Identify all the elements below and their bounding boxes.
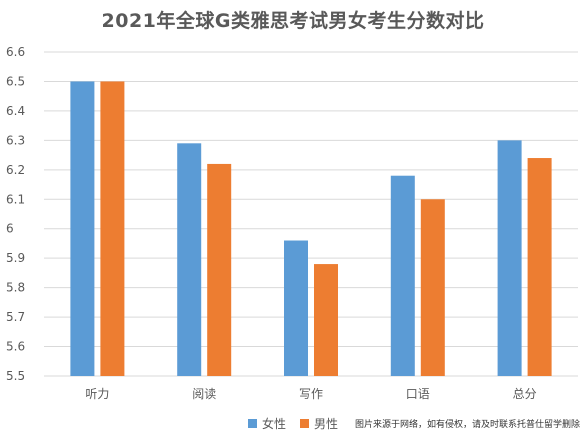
y-tick-label: 5.7: [6, 310, 25, 324]
y-tick-label: 6.1: [6, 192, 25, 206]
bar-male: [527, 158, 552, 376]
legend-label-female: 女性: [262, 417, 287, 431]
bar-female: [177, 143, 202, 376]
source-watermark: 图片来源于网络，如有侵权，请及时联系托普仕留学删除: [354, 420, 580, 430]
bar-female: [390, 175, 415, 376]
legend-swatch-male: [300, 419, 310, 428]
x-tick-labels: 听力 阅读 写作 口语 总分: [85, 387, 536, 401]
legend-label-male: 男性: [314, 417, 339, 431]
y-tick-label: 6.5: [6, 74, 25, 88]
legend-swatch-female: [248, 419, 257, 428]
chart-title: 2021年全球G类雅思考试男女考生分数对比: [101, 10, 485, 32]
x-tick-label: 总分: [513, 387, 537, 401]
y-tick-label: 5.6: [6, 340, 25, 354]
legend-item-female: 女性: [248, 415, 286, 432]
bars: [70, 81, 552, 377]
bar-female: [70, 81, 95, 377]
legend: 女性 男性: [248, 415, 338, 432]
legend-item-male: 男性: [300, 415, 338, 432]
bar-female: [284, 240, 308, 376]
x-tick-label: 听力: [85, 387, 109, 401]
x-tick-label: 写作: [299, 387, 323, 401]
y-tick-label: 6.4: [6, 104, 25, 118]
y-tick-label: 5.9: [6, 251, 25, 265]
bar-male: [100, 81, 125, 377]
x-tick-label: 口语: [406, 387, 430, 401]
y-tick-label: 5.5: [6, 369, 25, 383]
bar-male: [207, 163, 232, 376]
y-tick-label: 6: [6, 222, 14, 236]
y-tick-label: 6.3: [6, 133, 25, 147]
bar-female: [497, 140, 522, 376]
y-tick-label: 6.2: [6, 163, 25, 177]
y-tick-label: 6.6: [6, 45, 25, 59]
y-tick-label: 5.8: [6, 281, 25, 295]
y-tick-labels: 5.5 5.6 5.7 5.8 5.9 6 6.1 6.2 6.3 6.4 6.5 6.6: [6, 45, 25, 383]
x-tick-label: 阅读: [192, 387, 216, 401]
bar-male: [420, 199, 445, 376]
gridlines: [44, 51, 578, 377]
bar-male: [314, 264, 338, 376]
